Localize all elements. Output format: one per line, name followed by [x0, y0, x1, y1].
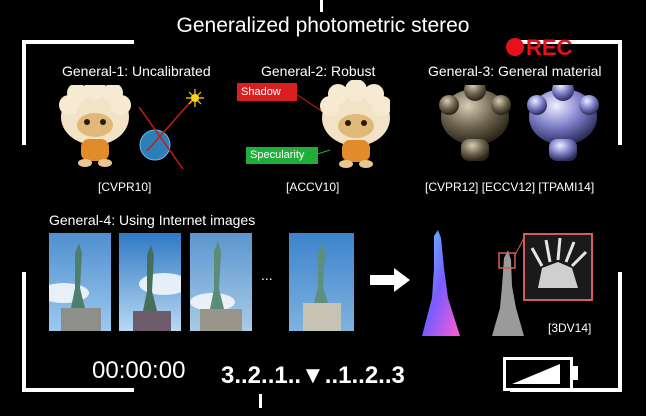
- rec-indicator: REC: [506, 35, 586, 61]
- violet-toy-render: [527, 85, 599, 161]
- gray-statue-render: [492, 250, 524, 336]
- g2-figure: [295, 80, 390, 168]
- light-ray-2: [146, 98, 194, 152]
- light-ray: [138, 106, 184, 170]
- g4-heading: General-4: Using Internet images: [49, 212, 256, 228]
- frame-top-tick: [320, 0, 323, 12]
- internet-photo-3: [190, 233, 252, 331]
- arrow-right-icon: [370, 268, 410, 292]
- frame-corner-tl-v: [22, 40, 26, 145]
- frame-corner-bl-h: [22, 388, 134, 392]
- g3-citation: [CVPR12] [ECCV12] [TPAMI14]: [425, 180, 595, 194]
- rec-label: REC: [526, 35, 573, 60]
- specularity-pointer: [313, 149, 331, 156]
- g2-heading: General-2: Robust: [261, 63, 376, 79]
- internet-photo-2: [119, 233, 181, 331]
- g4-citation: [3DV14]: [548, 321, 592, 335]
- frame-corner-tl-h: [22, 40, 134, 44]
- frame-corner-br-v: [618, 272, 622, 392]
- toy-figure: [59, 85, 131, 167]
- g1-heading: General-1: Uncalibrated: [62, 63, 211, 79]
- g2-citation: [ACCV10]: [286, 180, 340, 194]
- light-source-icon: [186, 89, 204, 107]
- toy-figure: [320, 80, 390, 168]
- exposure-scale: 3..2..1..▼..1..2..3: [221, 362, 405, 389]
- page-title: Generalized photometric stereo: [176, 14, 470, 37]
- photo-ellipsis: ...: [261, 267, 273, 283]
- frame-corner-tr-h: [510, 40, 622, 44]
- zoomed-crown-detail: [523, 233, 593, 301]
- specularity-label: Specularity: [246, 147, 318, 164]
- g1-figure: [59, 85, 204, 170]
- rec-dot-icon: [506, 38, 524, 56]
- battery-icon: [503, 357, 581, 391]
- frame-corner-bl-v: [22, 272, 26, 392]
- g1-citation: [CVPR10]: [98, 180, 152, 194]
- shadow-pointer: [295, 93, 327, 115]
- normal-map-statue: [422, 230, 460, 336]
- g3-figure: [439, 85, 599, 161]
- frame-bottom-tick: [259, 394, 262, 408]
- g4-figure: [422, 230, 593, 336]
- bronze-toy-render: [439, 85, 511, 161]
- shadow-label: Shadow: [237, 83, 297, 101]
- internet-photo-4: [289, 233, 354, 331]
- g3-heading: General-3: General material: [428, 63, 602, 79]
- timecode: 00:00:00: [92, 357, 186, 384]
- frame-corner-tr-v: [618, 40, 622, 145]
- internet-photo-1: [49, 233, 111, 331]
